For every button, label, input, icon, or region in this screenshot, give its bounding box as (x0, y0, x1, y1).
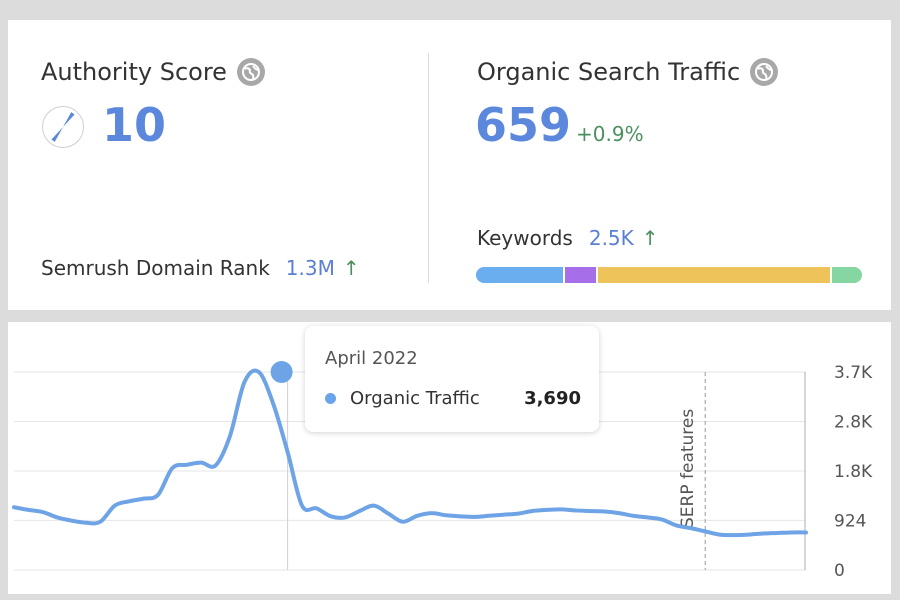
chart-tooltip: April 2022 Organic Traffic 3,690 (305, 326, 599, 432)
keywords-value[interactable]: 2.5K (588, 226, 634, 250)
organic-traffic-label: Organic Search Traffic (477, 58, 741, 86)
domain-rank-row: Semrush Domain Rank 1.3M ↑ (41, 256, 360, 280)
y-tick-label: 3.7K (834, 363, 873, 383)
authority-score-gauge (42, 106, 84, 148)
y-tick-label: 0 (834, 561, 845, 581)
domain-rank-label: Semrush Domain Rank (41, 256, 270, 280)
keyword-segment[interactable] (597, 267, 830, 283)
organic-traffic-title: Organic Search Traffic (477, 58, 779, 86)
keywords-distribution-bar[interactable] (476, 267, 862, 283)
keywords-label: Keywords (477, 226, 573, 250)
y-tick-label: 1.8K (834, 462, 873, 482)
arrow-up-icon: ↑ (342, 256, 360, 280)
tooltip-series-name: Organic Traffic (350, 388, 480, 409)
authority-score-value: 10 (102, 98, 167, 152)
traffic-chart-card: 0 924 1.8K 2.8K 3.7K SERP features April 2022… (8, 322, 891, 594)
keyword-segment[interactable] (831, 267, 862, 283)
y-tick-label: 924 (834, 511, 866, 531)
keywords-row: Keywords 2.5K ↑ (477, 226, 659, 250)
globe-icon[interactable] (750, 58, 779, 86)
series-dot-icon (325, 393, 336, 404)
metrics-card: Authority Score 10 Semrush Domain Rank 1… (8, 20, 891, 310)
serp-annotation-label: SERP features (678, 409, 698, 528)
organic-traffic-delta: +0.9% (576, 122, 644, 146)
keyword-segment[interactable] (565, 267, 596, 283)
authority-score-label: Authority Score (41, 58, 227, 86)
y-tick-label: 2.8K (834, 412, 873, 432)
arrow-up-icon: ↑ (641, 226, 659, 250)
tooltip-row: Organic Traffic 3,690 (325, 388, 581, 409)
domain-rank-value[interactable]: 1.3M (285, 256, 335, 280)
divider (428, 53, 429, 283)
tooltip-date: April 2022 (325, 348, 418, 369)
globe-icon[interactable] (236, 58, 265, 86)
highlight-point (270, 361, 293, 383)
keyword-segment[interactable] (476, 267, 564, 283)
authority-score-title: Authority Score (41, 58, 265, 86)
organic-traffic-value[interactable]: 659 (475, 98, 572, 152)
organic-traffic-chart[interactable]: 0 924 1.8K 2.8K 3.7K SERP features (8, 322, 891, 594)
organic-traffic-line (12, 368, 808, 538)
tooltip-value: 3,690 (524, 388, 581, 409)
